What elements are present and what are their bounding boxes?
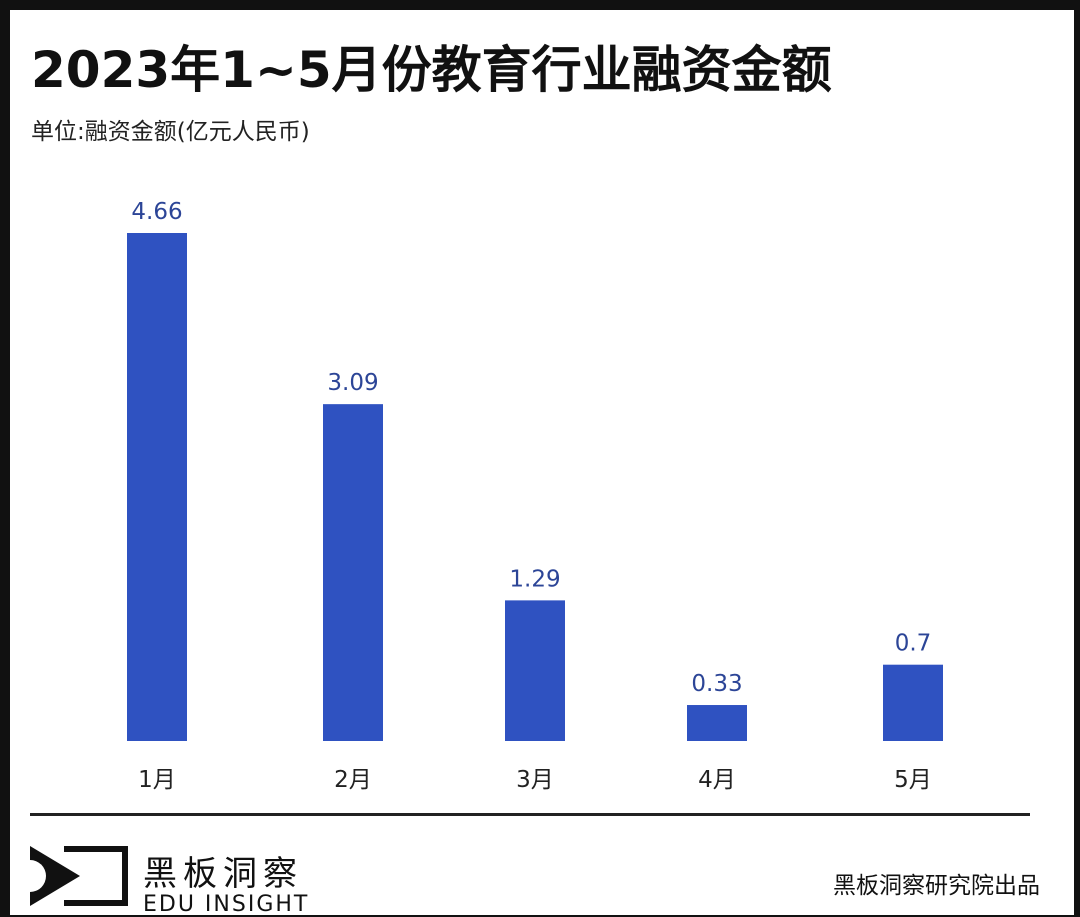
footer-divider — [30, 813, 1030, 816]
data-label: 1.29 — [509, 566, 560, 592]
edu-insight-logo — [30, 846, 140, 916]
bar-1 — [127, 233, 187, 741]
bar-chart: 4.66 1月 3.09 2月 1.29 3月 0.33 4月 0.7 5月 — [127, 199, 943, 793]
category-label: 3月 — [516, 767, 554, 793]
brand-name-en: EDU INSIGHT — [143, 892, 310, 917]
data-label: 0.7 — [895, 631, 932, 657]
source-credit: 黑板洞察研究院出品 — [833, 873, 1040, 899]
data-label: 4.66 — [131, 199, 182, 225]
bar-3 — [505, 600, 565, 741]
data-label: 0.33 — [691, 671, 742, 697]
bar-5 — [883, 664, 943, 741]
bar-2 — [323, 404, 383, 741]
chart-title: 2023年1~5月份教育行业融资金额 — [31, 41, 832, 99]
chart-card — [10, 10, 1074, 915]
category-label: 1月 — [138, 767, 176, 793]
data-label: 3.09 — [327, 370, 378, 396]
category-label: 5月 — [894, 767, 932, 793]
bar-4 — [687, 705, 747, 741]
brand-name-cn: 黑板洞察 — [143, 854, 303, 894]
category-label: 2月 — [334, 767, 372, 793]
category-label: 4月 — [698, 767, 736, 793]
chart-unit-label: 单位:融资金额(亿元人民币) — [31, 119, 310, 145]
